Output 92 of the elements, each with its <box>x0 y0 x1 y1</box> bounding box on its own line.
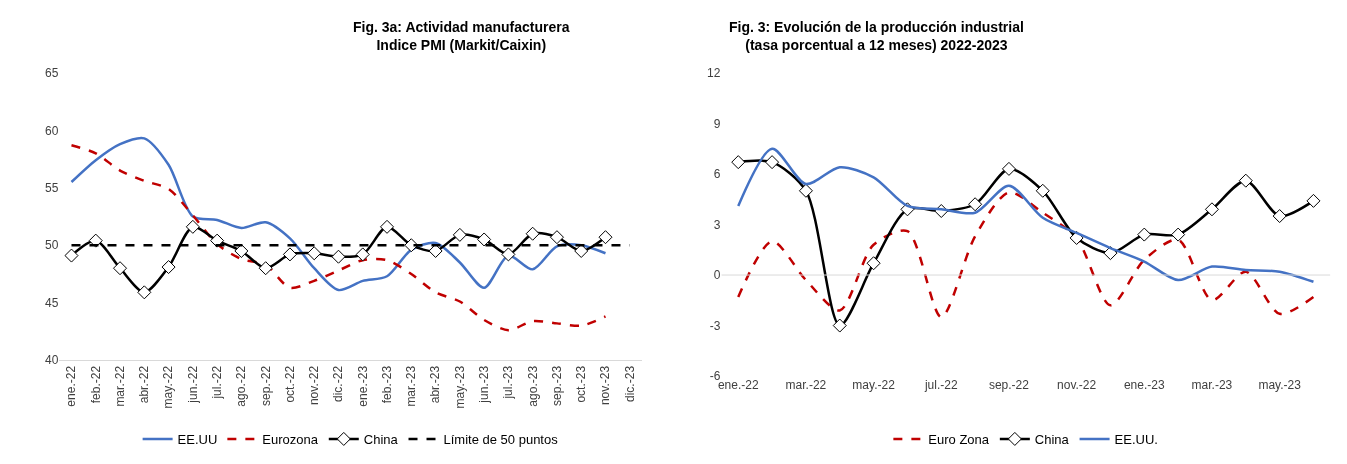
x-tick-label: jul.-23 <box>501 365 516 400</box>
x-tick-label: feb.-23 <box>379 365 394 404</box>
y-tick-label: 3 <box>713 217 721 232</box>
legend-label: China <box>363 432 399 447</box>
y-tick-label: 0 <box>713 268 721 283</box>
x-tick-label: jul.-22 <box>210 365 225 400</box>
point <box>258 261 273 276</box>
point <box>1171 227 1186 242</box>
line-series <box>737 191 1315 319</box>
point <box>501 247 516 262</box>
line-series <box>70 144 607 332</box>
point <box>525 226 540 241</box>
y-tick-label: 65 <box>44 66 59 81</box>
line-series <box>70 137 607 292</box>
x-tick-label: sep.-22 <box>988 378 1030 393</box>
x-tick-label: mar.-22 <box>785 378 827 393</box>
y-tick-label: 12 <box>706 66 721 81</box>
x-tick-label: mar.-22 <box>112 365 127 407</box>
y-tick-label: 40 <box>44 353 59 368</box>
point <box>866 256 881 271</box>
point <box>234 243 249 258</box>
x-tick-label: feb.-22 <box>88 365 103 404</box>
y-tick-label: 45 <box>44 295 59 310</box>
x-tick-label: ago.-23 <box>525 365 540 407</box>
legend-label: EE.UU. <box>1114 432 1158 447</box>
point <box>452 227 467 242</box>
x-tick-label: dic.-22 <box>331 365 346 402</box>
chart-title: Fig. 3: Evolución de la producción industrial (tasa porcentual a 12 meses) 2022-2023 <box>729 19 1024 54</box>
x-tick-label: may.-23 <box>1258 378 1302 393</box>
x-tick-label: jul.-22 <box>923 378 958 393</box>
point <box>210 233 225 248</box>
point <box>798 183 813 198</box>
x-tick-label: jun.-23 <box>477 365 492 404</box>
y-tick-label: 9 <box>713 116 721 131</box>
x-tick-label: oct.-23 <box>574 365 589 403</box>
x-tick-label: ene.-23 <box>1123 378 1165 393</box>
point <box>307 246 322 261</box>
point <box>765 155 780 170</box>
x-tick-label: nov.-23 <box>598 365 613 406</box>
line-series <box>737 147 1315 284</box>
x-tick-label: jun.-22 <box>185 365 200 404</box>
x-tick-label: sep.-22 <box>258 365 273 406</box>
point <box>137 285 152 300</box>
y-tick-label: 6 <box>713 167 721 182</box>
x-tick-label: mar.-23 <box>1191 378 1233 393</box>
point <box>282 247 297 262</box>
point <box>731 155 746 170</box>
chart-title: Fig. 3a: Actividad manufacturera Indice PMI (Markit/Caixin) <box>353 19 570 54</box>
legend-label: Euro Zona <box>928 432 990 447</box>
x-tick-label: nov.-22 <box>1057 378 1097 393</box>
point <box>1204 202 1219 217</box>
y-tick-label: 60 <box>44 123 59 138</box>
point <box>1137 227 1152 242</box>
point <box>161 260 176 275</box>
legend-label: China <box>1034 432 1070 447</box>
point <box>1306 193 1321 208</box>
x-tick-label: abr.-22 <box>137 365 152 404</box>
y-tick-label: -6 <box>709 369 721 384</box>
x-tick-label: dic.-23 <box>622 365 637 402</box>
x-tick-label: may.-22 <box>852 378 896 393</box>
x-tick-label: ago.-22 <box>234 365 249 407</box>
legend-label: Límite de 50 puntos <box>443 432 559 447</box>
point <box>968 197 983 212</box>
x-tick-label: may.-23 <box>452 365 467 409</box>
point <box>113 261 128 276</box>
point <box>1238 173 1253 188</box>
y-tick-label: 55 <box>44 180 59 195</box>
point <box>380 219 395 234</box>
point <box>185 219 200 234</box>
x-tick-label: ene.-23 <box>355 365 370 407</box>
point <box>1001 161 1016 176</box>
x-tick-label: may.-22 <box>161 365 176 409</box>
point <box>88 233 103 248</box>
point <box>355 247 370 262</box>
x-tick-label: oct.-22 <box>282 365 297 403</box>
point <box>477 232 492 247</box>
point <box>832 318 847 333</box>
x-tick-label: mar.-23 <box>404 365 419 407</box>
point <box>598 230 613 245</box>
legend-label: EE.UU <box>177 432 218 447</box>
x-tick-label: ene.-22 <box>64 365 79 407</box>
point <box>1035 183 1050 198</box>
point <box>64 248 79 263</box>
y-tick-label: -3 <box>709 318 721 333</box>
x-tick-label: abr.-23 <box>428 365 443 404</box>
legend-label: Eurozona <box>262 432 319 447</box>
x-tick-label: nov.-22 <box>307 365 322 406</box>
point <box>331 249 346 264</box>
x-tick-label: sep.-23 <box>549 365 564 406</box>
point <box>1272 209 1287 224</box>
point <box>549 230 564 245</box>
y-tick-label: 50 <box>44 238 59 253</box>
